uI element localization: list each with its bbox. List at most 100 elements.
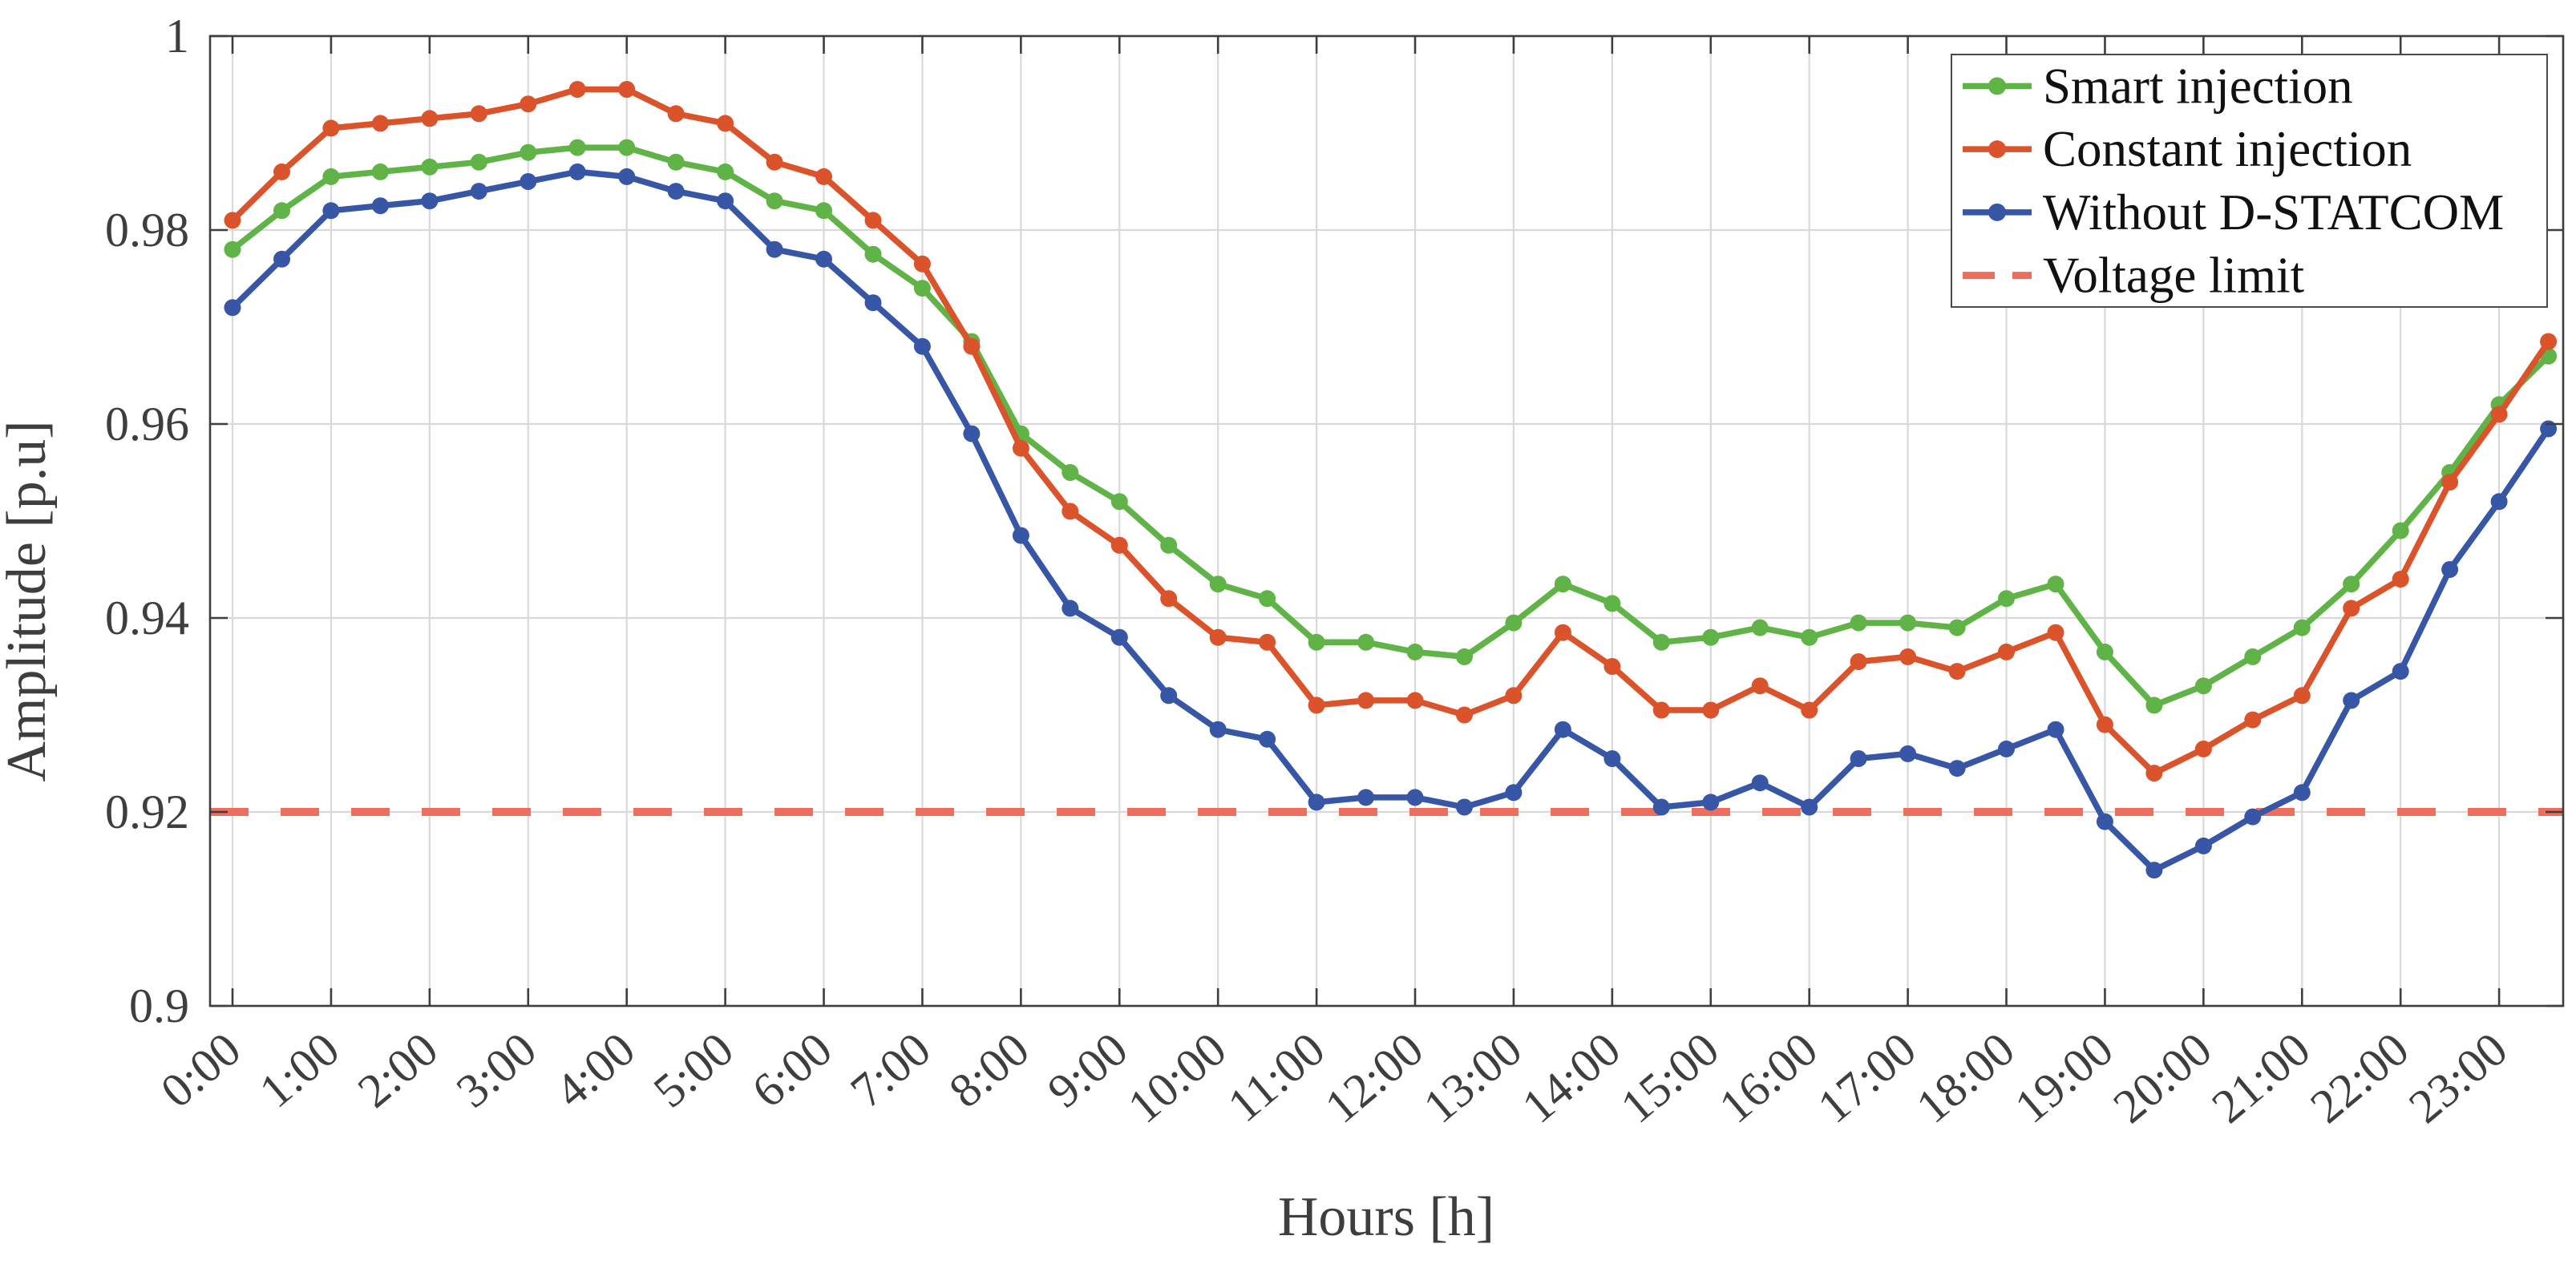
data-point [1160, 536, 1178, 554]
data-point [224, 240, 241, 258]
data-point [520, 143, 537, 161]
data-point [1308, 697, 1325, 714]
data-point [1209, 575, 1227, 593]
data-point [2293, 687, 2311, 705]
data-point [1801, 628, 1818, 646]
x-tick-label: 4:00 [545, 1022, 645, 1117]
data-point [2244, 711, 2262, 729]
data-point [2293, 784, 2311, 802]
data-point [913, 255, 931, 273]
data-point [1603, 658, 1621, 675]
data-point [667, 183, 685, 200]
x-tick-label: 23:00 [2399, 1022, 2517, 1133]
x-tick-label: 7:00 [841, 1022, 940, 1117]
data-point [864, 212, 882, 229]
data-point [717, 192, 734, 210]
data-point [2441, 474, 2459, 491]
data-point [1062, 464, 1079, 481]
x-tick-label: 8:00 [940, 1022, 1039, 1117]
data-point [1554, 575, 1571, 593]
data-point [371, 115, 389, 132]
data-point [273, 202, 290, 220]
data-point [766, 153, 783, 171]
data-point [1308, 633, 1325, 651]
data-point [667, 153, 685, 171]
x-tick-label: 12:00 [1315, 1022, 1433, 1133]
data-point [371, 197, 389, 215]
data-point [322, 168, 340, 185]
data-point [1259, 730, 1276, 748]
data-point [2047, 624, 2064, 641]
data-point [1357, 633, 1375, 651]
data-point [1406, 789, 1424, 806]
data-point [766, 240, 783, 258]
data-point [1998, 740, 2015, 757]
x-tick-label: 10:00 [1118, 1022, 1235, 1133]
data-point [2540, 333, 2558, 350]
data-point [1110, 628, 1128, 646]
data-point [2096, 716, 2113, 733]
x-tick-label: 3:00 [447, 1022, 546, 1117]
data-point [1406, 643, 1424, 660]
x-axis-label: Hours [h] [1278, 1186, 1494, 1248]
data-point [1357, 692, 1375, 709]
data-point [864, 245, 882, 263]
data-point [2392, 663, 2409, 680]
data-point [1554, 721, 1571, 738]
data-point [2145, 697, 2163, 714]
x-tick-label: 13:00 [1413, 1022, 1531, 1133]
data-point [520, 173, 537, 190]
data-point [963, 425, 981, 442]
data-point [568, 139, 586, 156]
data-point [421, 158, 439, 176]
data-point [1948, 663, 1966, 680]
y-tick-label: 0.92 [105, 785, 189, 838]
data-point [1702, 794, 1720, 811]
data-point [1603, 595, 1621, 612]
data-point [520, 95, 537, 113]
data-point [2343, 575, 2360, 593]
legend-label: Voltage limit [2043, 248, 2305, 304]
data-point [1554, 624, 1571, 641]
x-tick-label: 2:00 [348, 1022, 447, 1117]
y-tick-label: 0.94 [105, 592, 189, 644]
legend-swatch-marker [1988, 203, 2006, 221]
data-point [1652, 633, 1670, 651]
y-axis-label: Amplitude [p.u] [0, 420, 58, 781]
data-point [470, 153, 487, 171]
data-point [618, 139, 636, 156]
data-point [1652, 798, 1670, 816]
data-point [2490, 406, 2508, 423]
x-tick-label: 18:00 [1907, 1022, 2024, 1133]
data-point [2096, 643, 2113, 660]
legend-box [1951, 54, 2548, 308]
legend: Smart injection Constant injection Without… [1951, 54, 2548, 308]
data-point [1899, 614, 1917, 632]
data-point [766, 192, 783, 210]
data-point [322, 202, 340, 220]
data-point [1702, 628, 1720, 646]
data-point [1012, 527, 1029, 544]
legend-label: Without D-STATCOM [2043, 184, 2504, 240]
x-tick-label: 15:00 [1611, 1022, 1729, 1133]
data-point [2047, 575, 2064, 593]
data-point [1702, 701, 1720, 719]
legend-label: Constant injection [2043, 121, 2412, 177]
series-layer [224, 81, 2558, 879]
y-tick-label: 0.98 [105, 204, 189, 256]
data-point [815, 250, 832, 268]
x-tick-label: 17:00 [1808, 1022, 1926, 1133]
y-tick-label: 0.9 [129, 979, 189, 1032]
data-point [273, 250, 290, 268]
data-point [1850, 750, 1867, 767]
data-point [1998, 643, 2015, 660]
x-tick-label: 5:00 [644, 1022, 743, 1117]
data-point [1160, 687, 1178, 705]
data-point [618, 168, 636, 185]
data-point [1062, 600, 1079, 617]
data-point [1751, 677, 1769, 695]
data-point [2490, 493, 2508, 511]
data-point [1899, 648, 1917, 665]
data-point [2343, 600, 2360, 617]
